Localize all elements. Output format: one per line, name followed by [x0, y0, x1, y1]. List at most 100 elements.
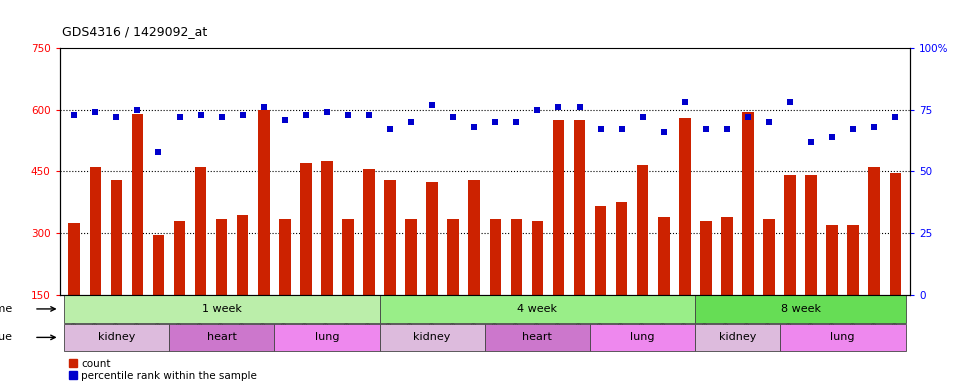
Text: GDS4316 / 1429092_at: GDS4316 / 1429092_at [62, 25, 207, 38]
Bar [216, 218, 228, 356]
Bar [195, 167, 206, 356]
Bar [616, 202, 628, 356]
Text: heart: heart [522, 333, 552, 343]
Point [761, 119, 777, 125]
Point [235, 111, 251, 118]
Point [804, 139, 819, 145]
FancyBboxPatch shape [379, 324, 485, 351]
Point [782, 99, 798, 105]
Bar [721, 217, 732, 356]
Bar [595, 206, 607, 356]
Bar [805, 175, 817, 356]
Point [572, 104, 588, 110]
Point [172, 114, 187, 120]
Point [825, 134, 840, 140]
Text: 4 week: 4 week [517, 304, 558, 314]
Point [108, 114, 124, 120]
Point [299, 111, 314, 118]
Bar [532, 221, 543, 356]
Point [277, 116, 293, 122]
Text: lung: lung [631, 333, 655, 343]
Bar [363, 169, 374, 356]
Point [551, 104, 566, 110]
Point [614, 126, 630, 132]
Bar [279, 218, 291, 356]
Bar [447, 218, 459, 356]
Bar [110, 180, 122, 356]
Point [66, 111, 82, 118]
Bar [426, 182, 438, 356]
Bar [848, 225, 859, 356]
Bar [490, 218, 501, 356]
Point [424, 102, 440, 108]
FancyBboxPatch shape [695, 324, 780, 351]
Point [530, 107, 545, 113]
Point [193, 111, 208, 118]
Point [340, 111, 355, 118]
Bar [784, 175, 796, 356]
Point [382, 126, 397, 132]
Point [467, 124, 482, 130]
Bar [574, 120, 586, 356]
Text: kidney: kidney [98, 333, 135, 343]
Point [656, 129, 671, 135]
Bar [679, 118, 690, 356]
FancyBboxPatch shape [590, 324, 695, 351]
Point [151, 149, 166, 155]
Point [698, 126, 713, 132]
Bar [742, 112, 754, 356]
Bar [405, 218, 417, 356]
Point [87, 109, 103, 115]
Bar [636, 165, 649, 356]
Bar [300, 163, 312, 356]
Bar [700, 221, 711, 356]
Point [320, 109, 335, 115]
Text: kidney: kidney [414, 333, 451, 343]
Bar [763, 218, 775, 356]
Text: kidney: kidney [719, 333, 756, 343]
Text: 8 week: 8 week [780, 304, 821, 314]
Text: tissue: tissue [0, 333, 12, 343]
Point [403, 119, 419, 125]
Point [256, 104, 272, 110]
FancyBboxPatch shape [169, 324, 275, 351]
Bar [342, 218, 353, 356]
Bar [89, 167, 101, 356]
FancyBboxPatch shape [275, 324, 379, 351]
Point [677, 99, 692, 105]
Point [130, 107, 145, 113]
Point [867, 124, 882, 130]
Bar [68, 223, 80, 356]
Point [635, 114, 650, 120]
Point [361, 111, 376, 118]
Text: heart: heart [206, 333, 236, 343]
FancyBboxPatch shape [63, 295, 379, 323]
Bar [553, 120, 564, 356]
Legend: count, percentile rank within the sample: count, percentile rank within the sample [64, 354, 261, 384]
Point [488, 119, 503, 125]
FancyBboxPatch shape [485, 324, 590, 351]
Bar [511, 218, 522, 356]
Text: time: time [0, 304, 12, 314]
Point [445, 114, 461, 120]
Point [846, 126, 861, 132]
Bar [258, 110, 270, 356]
FancyBboxPatch shape [780, 324, 906, 351]
Bar [153, 235, 164, 356]
Text: 1 week: 1 week [202, 304, 242, 314]
Bar [321, 161, 333, 356]
Text: lung: lung [315, 333, 339, 343]
Point [509, 119, 524, 125]
FancyBboxPatch shape [63, 324, 169, 351]
Point [214, 114, 229, 120]
Point [719, 126, 734, 132]
Bar [658, 217, 669, 356]
Point [740, 114, 756, 120]
Point [888, 114, 903, 120]
Point [593, 126, 609, 132]
Bar [468, 180, 480, 356]
FancyBboxPatch shape [695, 295, 906, 323]
Bar [174, 221, 185, 356]
Bar [827, 225, 838, 356]
Bar [384, 180, 396, 356]
